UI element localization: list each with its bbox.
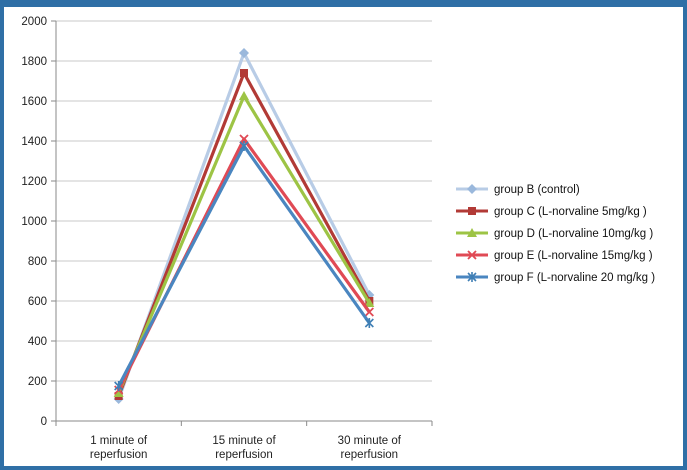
- data-point: [239, 134, 249, 144]
- series-2: [114, 69, 374, 400]
- line-chart: 0 200 400 600 800 1000 1200 1400 1600 1800 2000 1 m…: [21, 16, 655, 461]
- series-line: [117, 137, 371, 391]
- legend-item: group D (L-norvaline 10mg/kg ): [456, 228, 653, 240]
- series-5: [114, 141, 374, 391]
- legend-item: group B (control): [456, 184, 580, 196]
- legend-label: group E (L-norvaline 15mg/kg ): [494, 250, 653, 262]
- x-tick-label: 15 minute of reperfusion: [212, 435, 276, 461]
- y-tick-label: 2000: [21, 16, 47, 28]
- x-tick-label-line: reperfusion: [90, 449, 148, 461]
- legend-marker: [467, 184, 477, 194]
- x-tick-label-line: reperfusion: [341, 449, 399, 461]
- series-line: [117, 144, 371, 387]
- y-tick-label: 1800: [21, 56, 47, 68]
- legend-label: group D (L-norvaline 10mg/kg ): [494, 228, 653, 240]
- data-point: [364, 298, 375, 307]
- y-tick-label: 1600: [21, 96, 47, 108]
- x-tick-label-line: 30 minute of: [338, 435, 402, 447]
- legend: group B (control) group C (L-norvaline 5m…: [456, 184, 655, 284]
- y-tick-label: 1000: [21, 216, 47, 228]
- data-point: [114, 381, 124, 391]
- legend-item: group E (L-norvaline 15mg/kg ): [456, 250, 653, 262]
- y-tick-label: 0: [41, 416, 47, 428]
- legend-marker: [467, 228, 477, 237]
- legend-item: group F (L-norvaline 20 mg/kg ): [456, 272, 655, 284]
- x-tick-label: 1 minute of reperfusion: [90, 435, 148, 461]
- legend-label: group C (L-norvaline 5mg/kg ): [494, 206, 647, 218]
- legend-marker: [467, 250, 477, 260]
- legend-item: group C (L-norvaline 5mg/kg ): [456, 206, 647, 218]
- series-line: [117, 71, 371, 397]
- x-tick-label: 30 minute of reperfusion: [338, 435, 402, 461]
- x-tick-label-line: 15 minute of: [212, 435, 276, 447]
- y-tick-label: 400: [28, 336, 47, 348]
- y-tick-label: 1400: [21, 136, 47, 148]
- y-tick-label: 200: [28, 376, 47, 388]
- legend-label: group F (L-norvaline 20 mg/kg ): [494, 272, 655, 284]
- data-point: [239, 91, 249, 100]
- legend-marker: [467, 272, 477, 282]
- x-tick-label-line: reperfusion: [215, 449, 273, 461]
- series-3: [113, 91, 375, 397]
- legend-label: group B (control): [494, 184, 580, 196]
- data-point: [364, 318, 374, 328]
- data-point: [239, 48, 249, 58]
- data-point: [113, 388, 124, 397]
- series-line: [117, 51, 371, 400]
- data-point: [239, 141, 249, 151]
- y-tick-label: 1200: [21, 176, 47, 188]
- y-tick-label: 600: [28, 296, 47, 308]
- data-point: [240, 69, 248, 77]
- data-point: [364, 307, 374, 317]
- x-tick-label-line: 1 minute of: [90, 435, 148, 447]
- y-tick-label: 800: [28, 256, 47, 268]
- legend-marker: [468, 207, 476, 215]
- series-4: [114, 134, 374, 395]
